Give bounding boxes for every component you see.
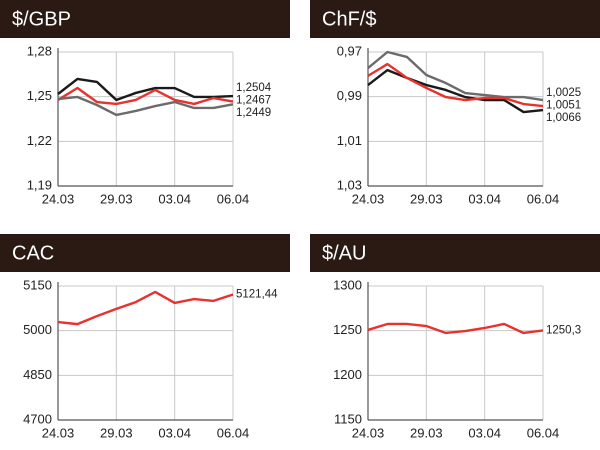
y-tick-label: 1200	[333, 367, 362, 382]
y-tick-label: 1150	[334, 411, 362, 426]
x-tick-label: 29.03	[410, 425, 443, 440]
end-label: 1,0051	[546, 99, 581, 111]
chart-title: CAC	[12, 242, 54, 264]
x-tick-label: 24.03	[352, 425, 385, 440]
x-tick-label: 03.04	[468, 191, 501, 206]
y-tick-label: 1,19	[27, 177, 52, 192]
y-tick-label: 1,22	[27, 133, 52, 148]
x-tick-label: 06.04	[217, 425, 250, 440]
series-line	[367, 50, 544, 102]
y-tick-label: 0,99	[337, 88, 362, 103]
end-label: 1,0025	[546, 87, 581, 99]
x-tick-label: 24.03	[42, 191, 75, 206]
y-tick-label: 1250	[333, 322, 362, 337]
y-tick-label: 4700	[23, 411, 52, 426]
y-tick-label: 4850	[23, 367, 52, 382]
chart-title: $/AU	[322, 242, 366, 264]
x-tick-label: 03.04	[468, 425, 501, 440]
x-tick-label: 06.04	[527, 425, 560, 440]
end-label: 1,2467	[236, 95, 271, 107]
y-tick-label: 1,03	[337, 177, 362, 192]
x-tick-label: 03.04	[158, 425, 191, 440]
series-line	[367, 68, 544, 114]
series-line	[57, 290, 234, 326]
chart-panel: $/AU 1150 1200 1250 1300 24.03 29.03 03.04 06.04…	[310, 234, 600, 440]
y-tick-label: 1300	[333, 277, 362, 292]
y-tick-label: 1,01	[337, 133, 362, 148]
x-tick-label: 24.03	[352, 191, 385, 206]
x-tick-label: 24.03	[42, 425, 75, 440]
y-tick-label: 0,97	[337, 43, 362, 58]
y-tick-label: 1,25	[27, 88, 52, 103]
end-label: 1,2449	[236, 107, 271, 119]
chart-panel: CAC 4700 4850 5000 5150 24.03 29.03 03.04 06.04 5…	[0, 234, 290, 440]
end-label: 1250,3	[546, 324, 581, 336]
series-line	[367, 322, 544, 335]
series-line	[57, 86, 234, 106]
series-line	[57, 95, 234, 117]
x-tick-label: 06.04	[527, 191, 560, 206]
header-bar	[0, 0, 290, 38]
x-tick-label: 06.04	[217, 191, 250, 206]
x-tick-label: 29.03	[100, 425, 133, 440]
x-tick-label: 03.04	[158, 191, 191, 206]
header-bar	[310, 0, 600, 38]
end-label: 5121,44	[236, 289, 278, 301]
chart-title: $/GBP	[12, 8, 71, 30]
y-tick-label: 5150	[23, 277, 52, 292]
y-tick-label: 1,28	[27, 43, 52, 58]
end-label: 1,0066	[546, 112, 581, 124]
header-bar	[0, 234, 290, 272]
series-line	[57, 77, 234, 102]
y-tick-label: 5000	[23, 322, 52, 337]
x-tick-label: 29.03	[410, 191, 443, 206]
chart-title: ChF/$	[322, 8, 376, 30]
series-line	[367, 62, 544, 108]
chart-panel: $/GBP 1,19 1,22 1,25 1,28 24.03 29.03 03.04 06.0…	[0, 0, 290, 206]
chart-panel: ChF/$ 1,03 1,01 0,99 0,97 24.03 29.03 03.04 06.0…	[310, 0, 600, 206]
x-tick-label: 29.03	[100, 191, 133, 206]
end-label: 1,2504	[236, 82, 272, 94]
header-bar	[310, 234, 600, 272]
